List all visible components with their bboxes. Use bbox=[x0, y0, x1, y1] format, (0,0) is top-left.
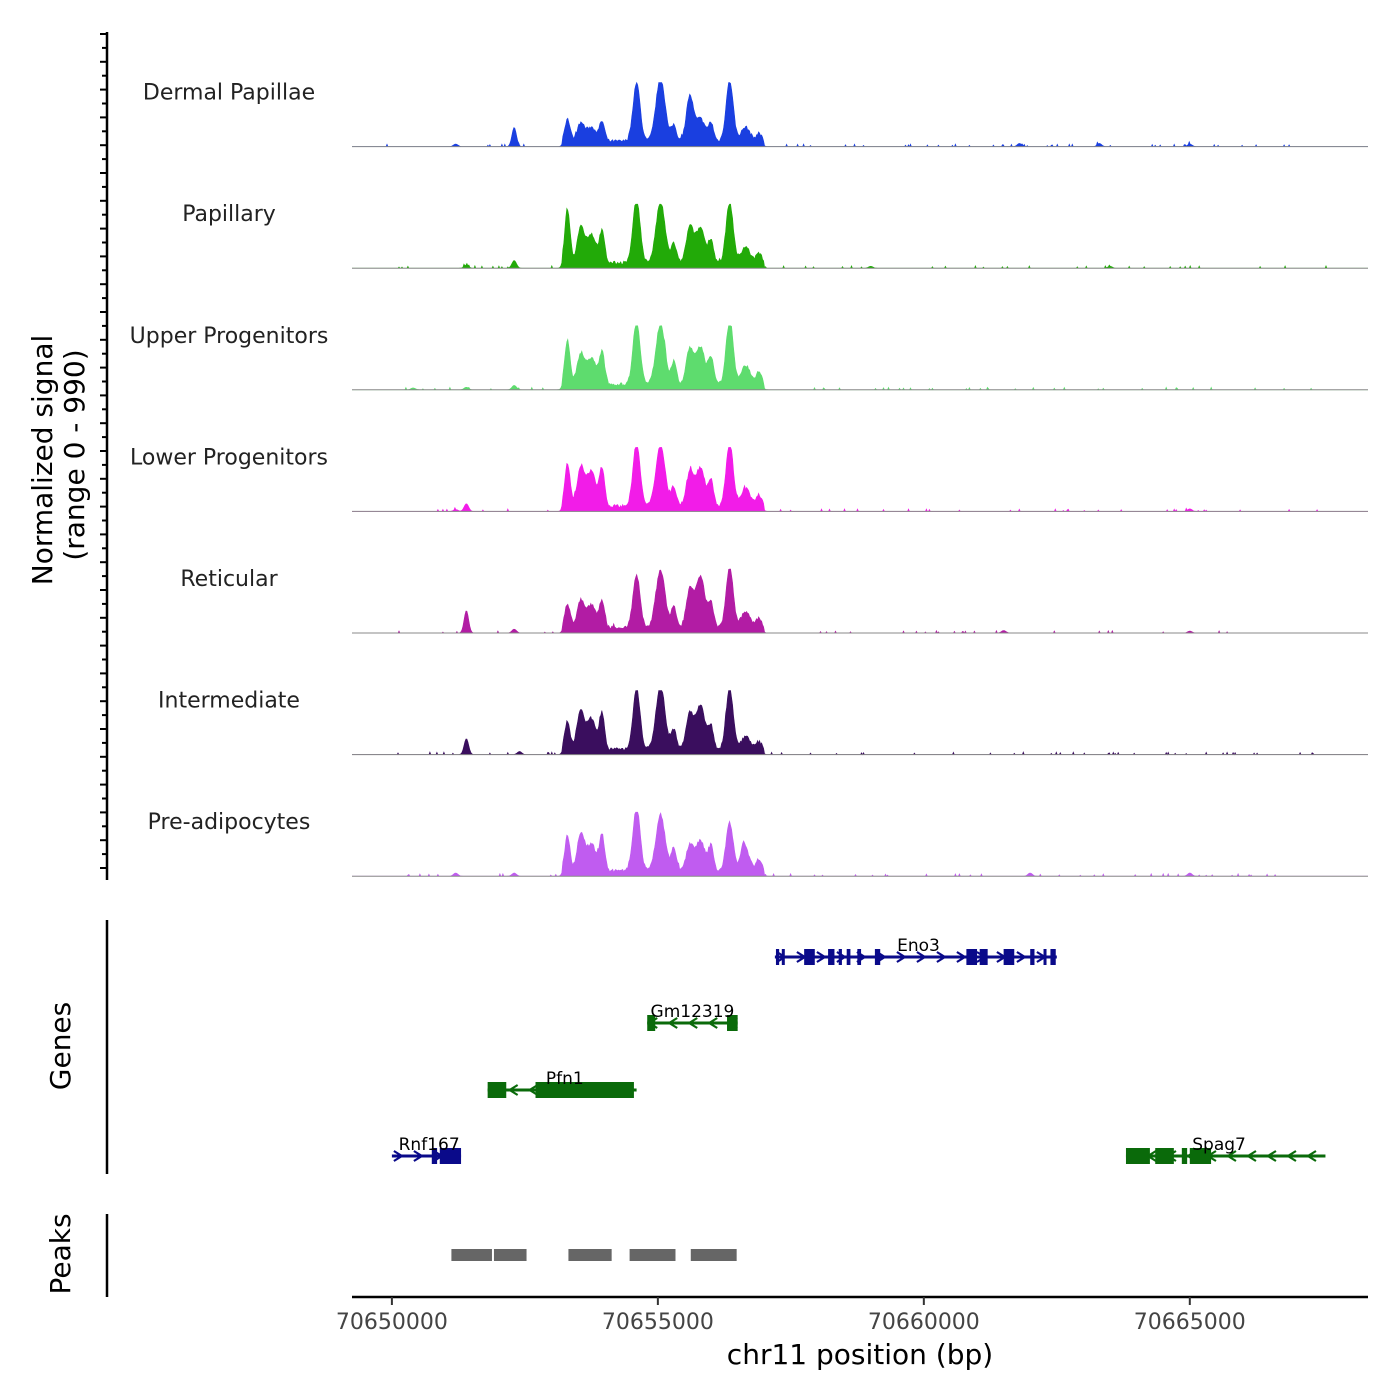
exon bbox=[647, 1015, 656, 1031]
exon bbox=[535, 1082, 634, 1098]
gene-label-rnf167: Rnf167 bbox=[399, 1135, 460, 1155]
coverage-area-papillary bbox=[352, 203, 1368, 269]
exon bbox=[727, 1015, 738, 1031]
exon bbox=[1125, 1148, 1150, 1164]
strand-arrow bbox=[1305, 1150, 1317, 1162]
exon bbox=[1003, 949, 1015, 965]
track-intermediate: Intermediate bbox=[158, 689, 1368, 756]
exon bbox=[828, 949, 835, 965]
track-pre-adipocytes: Pre-adipocytes bbox=[148, 810, 1368, 877]
exon bbox=[1030, 949, 1035, 965]
gene-eno3: Eno3 bbox=[774, 936, 1057, 965]
exon bbox=[804, 949, 815, 965]
peaks-panel-title: Peaks bbox=[44, 1213, 77, 1294]
x-axis-title: chr11 position (bp) bbox=[727, 1338, 993, 1371]
exon bbox=[431, 1148, 438, 1164]
gene-label-eno3: Eno3 bbox=[897, 936, 940, 956]
coverage-area-lower-progenitors bbox=[352, 447, 1368, 513]
genes-panel: Eno3 Gm12319 Pfn1 Rnf167 Spag7 bbox=[105, 920, 1326, 1174]
coverage-area-dermal-papillae bbox=[352, 81, 1368, 148]
track-label-papillary: Papillary bbox=[182, 202, 276, 227]
track-label-lower-progenitors: Lower Progenitors bbox=[130, 445, 328, 470]
y-axis-title-line1: Normalized signal bbox=[26, 335, 59, 586]
exon bbox=[857, 949, 862, 965]
x-axis: 70650000 70655000 70660000 70665000 bbox=[336, 1295, 1368, 1335]
y-axis-title-line2: (range 0 - 990) bbox=[58, 349, 91, 560]
strand-arrow bbox=[1016, 951, 1027, 963]
exon bbox=[1155, 1148, 1174, 1164]
exon bbox=[487, 1082, 507, 1098]
x-tick-label: 70660000 bbox=[868, 1310, 980, 1335]
coverage-tracks: Dermal Papillae Papillary Upper Progenitor… bbox=[100, 32, 1368, 880]
gene-gm12319: Gm12319 bbox=[647, 1002, 738, 1031]
gene-label-spag7: Spag7 bbox=[1192, 1135, 1246, 1155]
peak-region bbox=[493, 1249, 527, 1261]
coverage-area-intermediate bbox=[352, 690, 1368, 756]
x-tick-label: 70665000 bbox=[1134, 1310, 1246, 1335]
strand-arrow bbox=[936, 951, 947, 963]
strand-arrow bbox=[413, 1150, 424, 1162]
exon bbox=[1189, 1148, 1212, 1164]
track-papillary: Papillary bbox=[182, 202, 1368, 269]
strand-arrow bbox=[956, 951, 967, 963]
track-reticular: Reticular bbox=[180, 567, 1368, 634]
strand-arrow bbox=[1265, 1150, 1277, 1162]
peak-region bbox=[629, 1249, 676, 1261]
exon bbox=[1050, 949, 1056, 965]
strand-arrow bbox=[667, 1017, 678, 1029]
track-dermal-papillae: Dermal Papillae bbox=[143, 81, 1368, 148]
track-label-pre-adipocytes: Pre-adipocytes bbox=[148, 810, 311, 835]
track-label-dermal-papillae: Dermal Papillae bbox=[143, 81, 315, 106]
strand-arrow bbox=[687, 1017, 698, 1029]
gene-pfn1: Pfn1 bbox=[487, 1069, 637, 1098]
track-lower-progenitors: Lower Progenitors bbox=[130, 445, 1368, 513]
coverage-area-upper-progenitors bbox=[352, 325, 1368, 391]
strand-arrow bbox=[507, 1084, 519, 1096]
strand-arrow bbox=[816, 951, 827, 963]
strand-arrow bbox=[776, 951, 787, 963]
gene-label-gm12319: Gm12319 bbox=[651, 1002, 735, 1022]
peak-region bbox=[690, 1249, 737, 1261]
exon bbox=[966, 949, 978, 965]
exon bbox=[775, 949, 780, 965]
exon bbox=[979, 949, 988, 965]
exon bbox=[874, 949, 881, 965]
strand-arrow bbox=[707, 1017, 718, 1029]
exon bbox=[1043, 949, 1047, 965]
gene-spag7: Spag7 bbox=[1125, 1135, 1326, 1164]
track-label-upper-progenitors: Upper Progenitors bbox=[130, 324, 329, 349]
exon bbox=[1181, 1148, 1188, 1164]
strand-arrow bbox=[1245, 1150, 1257, 1162]
exon bbox=[846, 949, 851, 965]
track-label-intermediate: Intermediate bbox=[158, 689, 300, 714]
gene-rnf167: Rnf167 bbox=[391, 1135, 462, 1164]
track-label-reticular: Reticular bbox=[180, 567, 278, 592]
exon bbox=[439, 1148, 462, 1164]
genes-panel-title: Genes bbox=[44, 1002, 77, 1090]
x-tick-label: 70655000 bbox=[602, 1310, 714, 1335]
peak-region bbox=[451, 1249, 492, 1261]
exon bbox=[838, 949, 842, 965]
strand-arrow bbox=[1285, 1150, 1297, 1162]
strand-arrow bbox=[527, 1084, 539, 1096]
x-tick-label: 70650000 bbox=[336, 1310, 448, 1335]
strand-arrow bbox=[1225, 1150, 1237, 1162]
coverage-area-pre-adipocytes bbox=[352, 811, 1368, 877]
strand-arrow bbox=[916, 951, 927, 963]
peaks-panel bbox=[105, 1214, 737, 1297]
coverage-area-reticular bbox=[352, 568, 1368, 634]
strand-arrow bbox=[393, 1150, 404, 1162]
peak-region bbox=[568, 1249, 612, 1261]
track-upper-progenitors: Upper Progenitors bbox=[130, 324, 1368, 391]
gene-label-pfn1: Pfn1 bbox=[546, 1069, 584, 1089]
exon bbox=[781, 949, 785, 965]
strand-arrow bbox=[896, 951, 907, 963]
